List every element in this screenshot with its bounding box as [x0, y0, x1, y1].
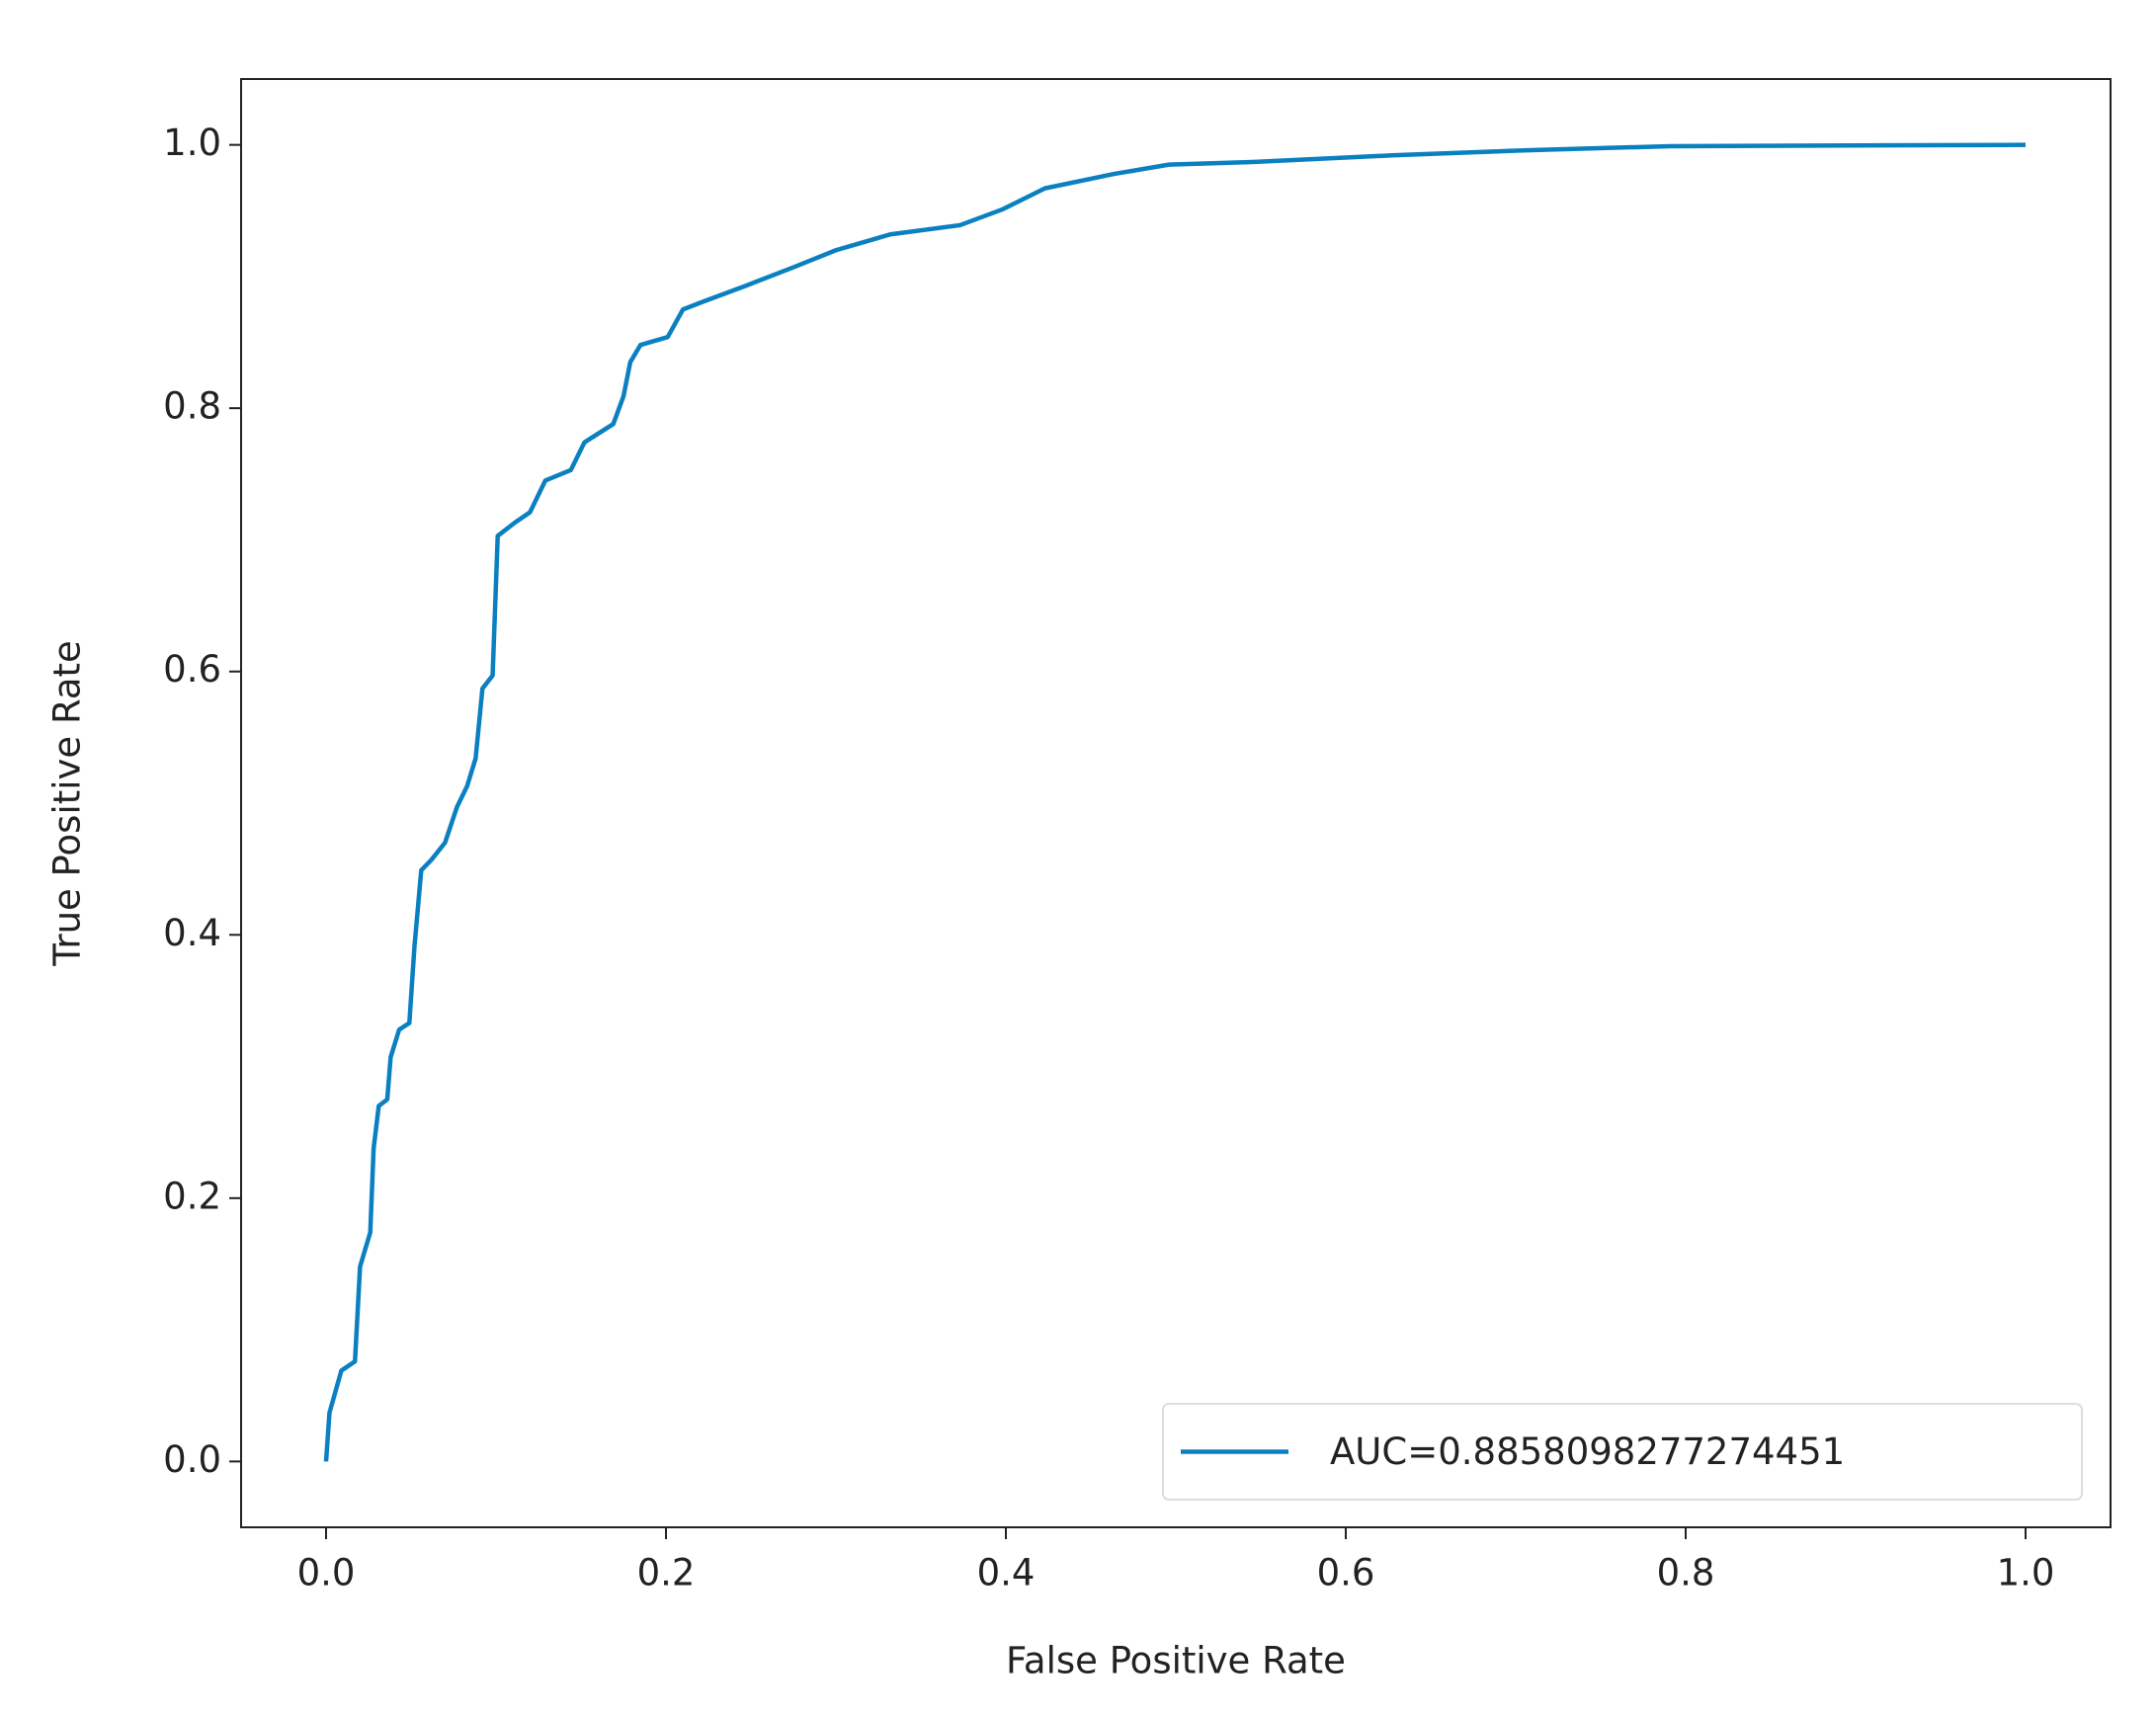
y-tick-label: 0.4	[163, 912, 221, 954]
y-tick-label: 0.8	[163, 385, 221, 428]
y-tick-label: 0.2	[163, 1175, 221, 1217]
y-tick-label: 0.0	[163, 1438, 221, 1481]
x-axis-label: False Positive Rate	[1006, 1640, 1346, 1682]
y-tick-label: 1.0	[163, 122, 221, 164]
x-tick-label: 0.4	[977, 1552, 1036, 1594]
y-tick-label: 0.6	[163, 648, 221, 691]
x-tick-label: 0.8	[1657, 1552, 1715, 1594]
plot-frame	[240, 78, 2112, 1528]
x-tick-label: 0.2	[637, 1552, 696, 1594]
x-tick-label: 0.6	[1317, 1552, 1375, 1594]
x-tick-label: 1.0	[1997, 1552, 2055, 1594]
legend-box	[1162, 1403, 2083, 1501]
y-axis-label: True Positive Rate	[46, 640, 89, 967]
legend-label: AUC=0.8858098277274451	[1330, 1430, 1845, 1473]
x-tick-label: 0.0	[297, 1552, 356, 1594]
roc-line	[323, 142, 2027, 1462]
